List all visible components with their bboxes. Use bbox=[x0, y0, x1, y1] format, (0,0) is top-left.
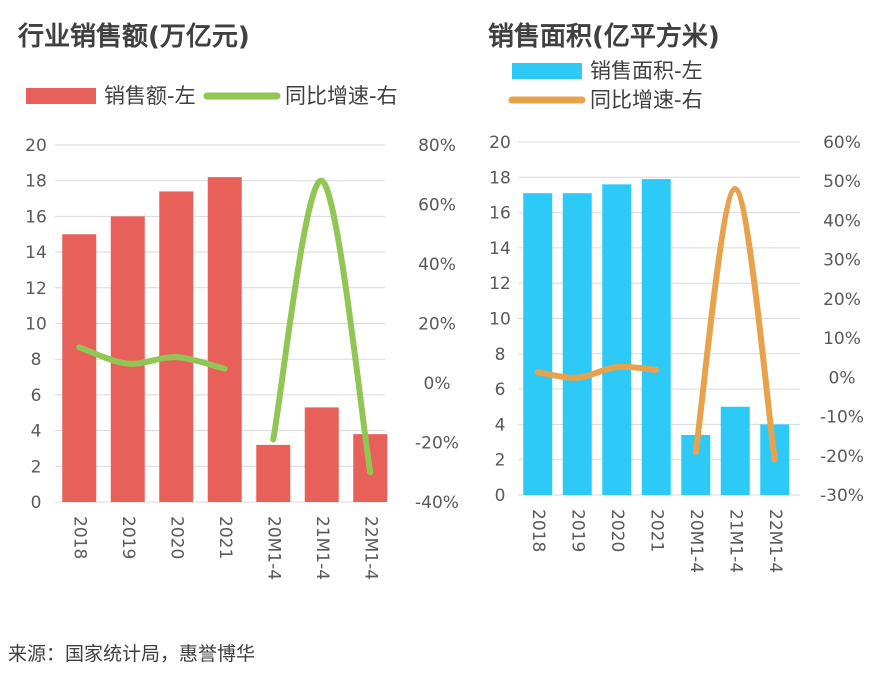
bar bbox=[256, 444, 291, 502]
y-left-tick-label: 8 bbox=[495, 345, 506, 365]
y-right-tick-label: 80% bbox=[418, 136, 456, 156]
y-right-tick-label: 40% bbox=[823, 211, 861, 231]
legend-label: 同比增速-右 bbox=[590, 88, 703, 112]
y-left-tick-label: 12 bbox=[25, 279, 47, 299]
bar bbox=[523, 193, 553, 495]
y-left-tick-label: 2 bbox=[31, 457, 42, 477]
y-left-tick-label: 6 bbox=[31, 386, 42, 406]
y-left-tick-label: 20 bbox=[25, 136, 47, 156]
bar bbox=[304, 407, 339, 502]
chart-2: 0 2 4 6 8 10 12 14 16 18 20 -30% -20% -10% 0% 10% 20% 30%… bbox=[489, 59, 864, 573]
x-tick-label: 20M1-4 bbox=[686, 509, 706, 573]
source-note: 来源：国家统计局，惠誉博华 bbox=[8, 643, 255, 665]
y-left-tick-label: 14 bbox=[489, 239, 511, 259]
legend-label: 同比增速-右 bbox=[285, 84, 398, 108]
y-left-tick-label: 16 bbox=[25, 207, 47, 227]
y-right-tick-label: 0% bbox=[424, 374, 451, 394]
growth-line bbox=[270, 177, 374, 476]
y-left-tick-label: 20 bbox=[489, 133, 511, 153]
y-left-tick-label: 6 bbox=[495, 380, 506, 400]
y-right-tick-label: 60% bbox=[418, 196, 456, 216]
legend-label: 销售面积-左 bbox=[590, 59, 703, 83]
y-left-tick-label: 4 bbox=[495, 415, 506, 435]
x-tick-label: 2019 bbox=[118, 516, 138, 559]
y-right-tick-label: 40% bbox=[418, 255, 456, 275]
y-right-tick-label: -30% bbox=[820, 486, 864, 506]
bar bbox=[602, 184, 632, 496]
legend-label: 销售额-左 bbox=[104, 84, 196, 108]
x-tick-label: 21M1-4 bbox=[312, 516, 332, 580]
bar bbox=[207, 177, 242, 502]
y-right-tick-label: 30% bbox=[823, 251, 861, 271]
y-right-tick-label: 50% bbox=[823, 172, 861, 192]
y-left-tick-label: 8 bbox=[31, 350, 42, 370]
y-left-tick-label: 18 bbox=[25, 172, 47, 192]
y-right-tick-label: 10% bbox=[823, 329, 861, 349]
x-tick-label: 21M1-4 bbox=[725, 509, 745, 573]
y-left-tick-label: 12 bbox=[489, 274, 511, 294]
y-left-tick-label: 10 bbox=[489, 310, 511, 330]
chart-1: 0 2 4 6 8 10 12 14 16 18 20 -40% -20% 0% 20% 40% 60% 80% 2… bbox=[25, 84, 459, 580]
x-tick-label: 2020 bbox=[607, 509, 627, 552]
bar bbox=[562, 193, 592, 495]
x-tick-label: 22M1-4 bbox=[765, 509, 785, 573]
x-tick-label: 2019 bbox=[567, 509, 587, 552]
y-right-tick-label: 20% bbox=[823, 290, 861, 310]
y-right-tick-label: -10% bbox=[820, 408, 864, 428]
x-tick-label: 20M1-4 bbox=[263, 516, 283, 580]
y-left-tick-label: 10 bbox=[25, 315, 47, 335]
bar bbox=[159, 191, 194, 502]
y-right-tick-label: -20% bbox=[820, 447, 864, 467]
x-tick-label: 2021 bbox=[646, 509, 666, 552]
y-right-tick-label: -40% bbox=[415, 493, 459, 513]
y-right-tick-label: 20% bbox=[418, 315, 456, 335]
bar bbox=[62, 234, 97, 502]
y-right-tick-label: 60% bbox=[823, 133, 861, 153]
legend-swatch-bar bbox=[512, 63, 582, 79]
y-right-tick-label: 0% bbox=[829, 368, 856, 388]
y-left-tick-label: 2 bbox=[495, 451, 506, 471]
chart-1-title: 行业销售额(万亿元) bbox=[17, 21, 250, 52]
y-left-tick-label: 4 bbox=[31, 422, 42, 442]
x-tick-label: 2018 bbox=[69, 516, 89, 559]
y-right-tick-label: -20% bbox=[415, 434, 459, 454]
bar bbox=[720, 406, 750, 495]
x-tick-label: 22M1-4 bbox=[360, 516, 380, 580]
legend-swatch-bar bbox=[26, 88, 96, 104]
y-left-tick-label: 0 bbox=[31, 493, 42, 513]
chart-2-title: 销售面积(亿平方米) bbox=[488, 21, 720, 52]
y-left-tick-label: 18 bbox=[489, 168, 511, 188]
y-left-tick-label: 0 bbox=[495, 486, 506, 506]
x-tick-label: 2021 bbox=[215, 516, 235, 559]
x-tick-label: 2018 bbox=[528, 509, 548, 552]
bar bbox=[641, 179, 671, 495]
y-left-tick-label: 16 bbox=[489, 204, 511, 224]
x-tick-label: 2020 bbox=[166, 516, 186, 559]
growth-line bbox=[76, 344, 228, 372]
growth-line bbox=[534, 363, 660, 381]
growth-line bbox=[692, 186, 778, 463]
y-left-tick-label: 14 bbox=[25, 243, 47, 263]
